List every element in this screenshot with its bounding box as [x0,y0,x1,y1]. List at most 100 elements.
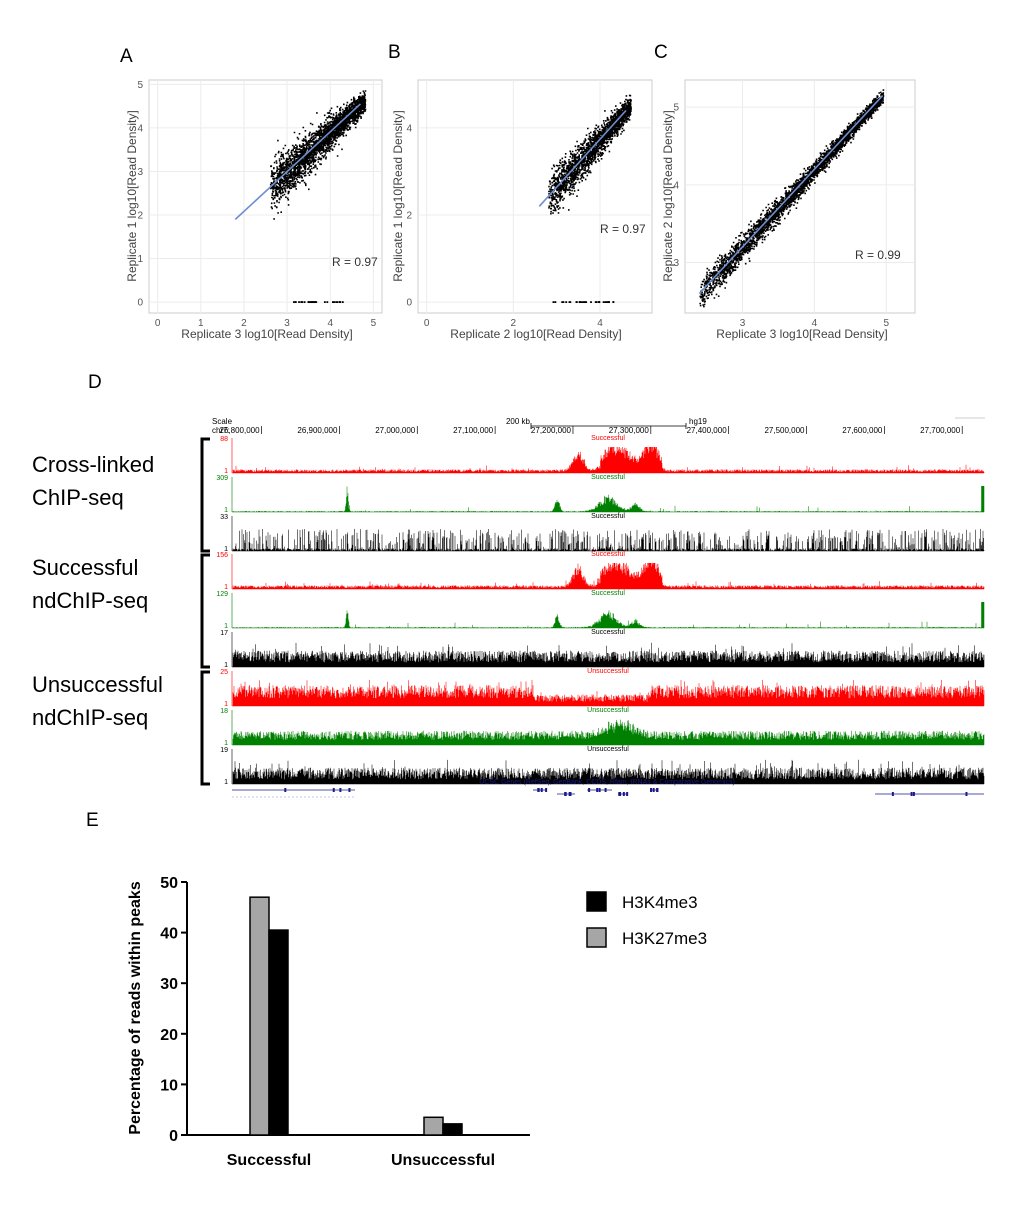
x-tick-label: 2 [511,318,517,329]
y-tick-label: 4 [137,123,143,134]
y-tick-label: 1 [137,254,143,265]
track-min-label: 1 [224,662,228,669]
signal-track [232,563,985,589]
track-group-label: Successful ndChIP-seq [32,555,148,613]
track-min-label: 1 [224,468,228,475]
genome-browser-panel: Scale chr7: 200 kb hg19 26,800,000 26,900… [32,417,985,798]
panel-letter-e: E [86,810,99,831]
genome-position-label: 27,600,000 [842,426,883,435]
track-group-bracket [200,437,210,553]
track-max-label: 88 [220,436,228,443]
gene-exon [540,788,543,792]
track-min-label: 1 [224,623,228,630]
assembly-label: hg19 [689,417,707,426]
gene-exon [568,792,571,796]
signal-track [232,486,985,512]
track-group-bracket [200,670,210,786]
zero-point [590,301,592,304]
gene-exon [910,792,913,796]
gene-exon [622,792,625,796]
track-name: Successful [591,474,625,481]
bar-chart-panel: 0 10 20 30 40 50 Percentage of reads within pe… [127,875,707,1169]
x-tick-label: 0 [155,318,161,329]
track-group-label-line: ndChIP-seq [32,588,148,613]
zero-point [552,301,555,304]
x-tick-label: 0 [424,318,430,329]
zero-point [575,301,578,304]
y-tick-label: 3 [673,258,679,269]
gene-exon [626,792,629,796]
genome-position-label: 27,400,000 [687,426,728,435]
x-tick-label: 2 [241,318,247,329]
x-tick-label: 5 [883,318,889,329]
zero-point [331,301,334,304]
gene-exon [332,788,335,792]
x-tick-label: 3 [740,318,746,329]
panel-letter-d: D [88,372,102,393]
track-name: Unsuccessful [587,668,629,675]
scatter-points [548,94,632,215]
x-axis-label: Replicate 2 log10[Read Density] [450,327,621,341]
legend-swatch [586,891,607,912]
gene-exon [588,788,591,792]
track-group-label: Unsuccessful ndChIP-seq [32,672,163,730]
plot-frame [684,79,916,314]
track-name: Unsuccessful [587,746,629,753]
genome-position-label: 27,100,000 [453,426,494,435]
zero-point [594,301,597,304]
y-tick-label: 5 [137,80,143,91]
scale-label: Scale [212,417,233,426]
y-tick-label: 20 [160,1027,178,1044]
zero-point [314,301,317,304]
track-group-label: Cross-linked ChIP-seq [32,452,154,510]
y-tick-label: 4 [673,180,679,191]
gene-exon [604,788,607,792]
category-label: Successful [227,1152,311,1169]
correlation-label: R = 0.97 [600,222,646,236]
gene-exon [656,788,659,792]
track-name: Successful [591,629,625,636]
track-min-label: 1 [224,701,228,708]
track-min-label: 1 [224,584,228,591]
gene-exon [652,788,655,792]
track-group-label-line: ChIP-seq [32,485,124,510]
zero-point [301,301,304,304]
genome-position-label: 26,900,000 [297,426,338,435]
scale-value: 200 kb [506,417,531,426]
track-group-bracket [200,553,210,669]
track-min-label: 1 [224,740,228,747]
track-group-label-line: Cross-linked [32,452,154,477]
panel-letter-a: A [120,46,133,67]
zero-point [294,301,297,304]
zero-point [585,301,588,304]
track-group-label-line: Unsuccessful [32,672,163,697]
gene-exon [564,792,567,796]
zero-point [568,301,571,304]
scatter-panel-b: 0 2 4 0 2 4 R = 0.97 Replicate 2 log10[Read D… [391,79,653,341]
zero-point [604,301,607,304]
chrom-label: chr7: [212,426,230,435]
legend-swatch [586,927,607,948]
scatter-panel-a: 0 1 2 3 4 5 0 1 2 3 4 5 R = 0.97 Replicate 3 log10[… [125,79,383,341]
x-tick-label: 5 [371,318,377,329]
y-tick-label: 0 [137,298,143,309]
zero-point [581,301,583,304]
genome-position-label: 27,500,000 [764,426,805,435]
genome-position-label: 27,000,000 [375,426,416,435]
zero-point [602,301,605,304]
y-tick-label: 40 [160,926,178,943]
track-name: Successful [591,551,625,558]
panel-letter-b: B [388,42,401,63]
x-tick-label: 4 [327,318,333,329]
y-tick-label: 10 [160,1077,178,1094]
track-name: Unsuccessful [587,707,629,714]
correlation-label: R = 0.99 [855,248,901,262]
track-name: Successful [591,513,625,520]
track-max-label: 18 [220,708,228,715]
gene-exon [348,788,351,792]
track-group-label-line: ndChIP-seq [32,705,148,730]
bar-h3k27me3-successful [249,896,270,1136]
signal-track [232,680,985,706]
y-tick-label: 0 [169,1128,178,1145]
